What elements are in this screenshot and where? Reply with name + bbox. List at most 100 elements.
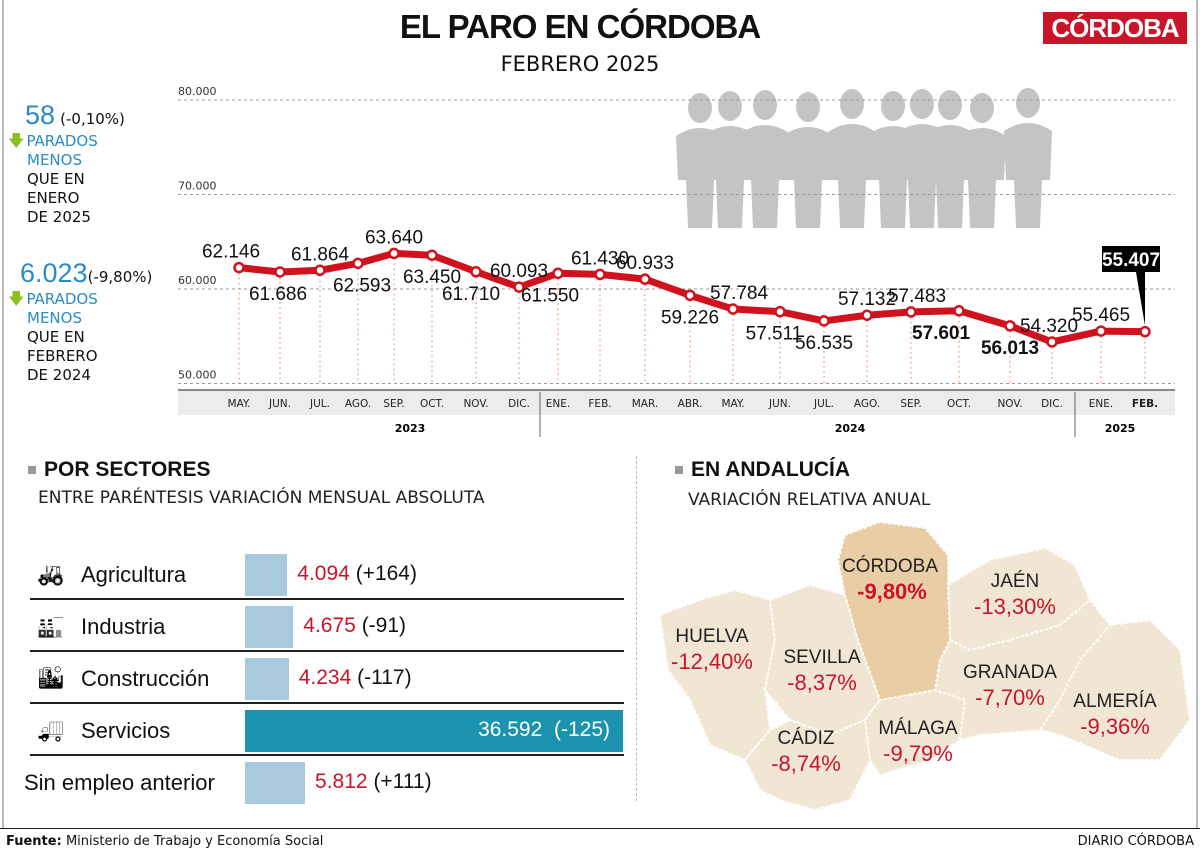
arrow-down-icon: 🡇 — [8, 131, 25, 150]
stat-text: MENOS — [27, 309, 82, 327]
data-point — [470, 266, 482, 278]
page-subtitle: FEBRERO 2025 — [500, 52, 660, 76]
stat-text: PARADOS — [26, 290, 98, 308]
x-tick-label: SEP. — [900, 398, 921, 410]
bullet-icon — [28, 466, 36, 475]
province-label: CÓRDOBA-9,80% — [842, 555, 938, 604]
source-label: Fuente: — [6, 834, 62, 849]
andalucia-title-text: EN ANDALUCÍA — [691, 458, 851, 481]
person-silhouette-icon — [1004, 88, 1052, 228]
stat-text: DE 2025 — [27, 208, 91, 226]
data-label: 61.550 — [521, 285, 579, 306]
data-point — [388, 247, 400, 260]
data-point — [594, 268, 606, 281]
x-tick-label: JUN. — [268, 398, 291, 410]
tractor-icon: 🚜 — [30, 554, 72, 596]
frame-right — [1196, 0, 1198, 828]
x-tick-label: OCT. — [947, 398, 971, 410]
stat-text: FEBRERO — [27, 347, 98, 365]
province-value: -8,37% — [787, 670, 857, 695]
sector-value: 4.094 (+164) — [297, 562, 417, 585]
stat-number: 6.023 — [20, 258, 88, 288]
province-value: -8,74% — [771, 751, 841, 776]
data-point — [1046, 336, 1058, 348]
sector-bar — [245, 554, 288, 596]
data-point — [426, 249, 438, 261]
line-chart: 80.000 70.000 60.000 50.000 MAY. JUN. JUL. AGO… — [178, 85, 1175, 437]
x-tick-label: ENE. — [546, 398, 570, 410]
x-tick-label: AGO. — [854, 398, 880, 410]
data-point — [1004, 320, 1016, 332]
data-point — [1095, 325, 1107, 337]
data-point — [684, 289, 696, 302]
province-value: -12,40% — [671, 649, 753, 674]
sector-row: Sin empleo anterior 5.812 (+111) — [0, 758, 630, 810]
sector-bar — [245, 606, 294, 648]
sectors-title-text: POR SECTORES — [44, 458, 211, 481]
stat-text: ENERO — [27, 189, 80, 207]
province-label: JAÉN-13,30% — [974, 571, 1056, 619]
data-point — [727, 303, 739, 315]
series-line — [238, 249, 1146, 346]
page-title: EL PARO EN CÓRDOBA — [399, 8, 761, 45]
sector-bar — [245, 762, 306, 804]
stat-text: DE 2024 — [27, 366, 91, 384]
x-tick-label: DIC. — [1041, 398, 1063, 410]
row-divider — [30, 702, 624, 704]
province-name: CÁDIZ — [778, 728, 835, 749]
stat-yearly: 6.023(-9,80%) 🡇 PARADOS MENOS QUE EN FEBR… — [8, 258, 152, 385]
data-point — [513, 281, 525, 293]
sector-value: 4.234 (-117) — [298, 666, 412, 689]
stat-monthly: 58 (-0,10%) 🡇 PARADOS MENOS QUE EN ENERO … — [8, 100, 125, 227]
x-tick-label: JUN. — [768, 398, 791, 410]
province-huelva — [658, 588, 777, 762]
truck-icon: 🚚 — [30, 710, 72, 752]
province-name: HUELVA — [675, 626, 749, 647]
sector-row: 🏭 Industria 4.675 (-91) — [0, 602, 630, 654]
frame-left — [2, 0, 4, 828]
stat-pct: (-0,10%) — [60, 110, 125, 128]
y-tick-label: 70.000 — [178, 180, 217, 193]
sector-label: Construcción — [81, 666, 210, 691]
sectors-title: POR SECTORES — [28, 458, 210, 482]
sector-row: 🏙 Construcción 4.234 (-117) — [0, 654, 630, 706]
stat-text: QUE EN — [27, 328, 85, 346]
province-name: GRANADA — [963, 662, 1057, 683]
data-point — [774, 305, 786, 318]
footer-source: Fuente: Ministerio de Trabajo y Economía… — [6, 834, 323, 849]
x-tick-label: SEP. — [383, 398, 404, 410]
stat-number: 58 — [25, 100, 56, 130]
factory-icon: 🏭 — [30, 606, 72, 648]
data-point — [314, 264, 326, 277]
x-tick-label: MAY. — [721, 398, 744, 410]
province-label: SEVILLA-8,37% — [783, 647, 860, 695]
data-label: 59.226 — [661, 307, 719, 328]
x-tick-label: MAY. — [227, 398, 250, 410]
x-tick-label: FEB. — [588, 398, 611, 410]
province-value: -13,30% — [974, 594, 1056, 619]
data-label: 57.483 — [888, 286, 946, 307]
sector-bar — [245, 658, 289, 700]
x-tick-label: FEB. — [1132, 398, 1158, 410]
data-label: 61.430 — [571, 248, 629, 269]
data-point — [818, 315, 830, 327]
data-label: 57.784 — [710, 283, 769, 304]
data-point — [639, 273, 651, 285]
row-divider — [30, 650, 624, 652]
x-tick-label: AGO. — [345, 398, 371, 410]
province-label: GRANADA-7,70% — [963, 662, 1057, 710]
andalucia-title: EN ANDALUCÍA — [675, 458, 850, 482]
province-label: ALMERÍA-9,36% — [1073, 691, 1157, 739]
stat-text: QUE EN — [27, 170, 85, 188]
data-point — [861, 309, 873, 321]
bullet-icon — [675, 466, 683, 475]
x-tick-label: DIC. — [508, 398, 530, 410]
province-value: -7,70% — [975, 685, 1045, 710]
y-tick-label: 80.000 — [178, 85, 217, 98]
province-label: CÁDIZ-8,74% — [771, 728, 841, 776]
buildings-icon: 🏙 — [30, 658, 72, 700]
province-value: -9,79% — [883, 741, 953, 766]
data-point — [552, 267, 564, 280]
